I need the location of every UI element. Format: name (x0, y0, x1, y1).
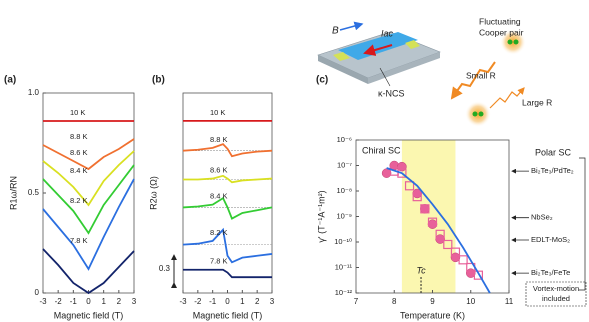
y-tick-label: 10⁻¹² (335, 288, 353, 297)
data-point (450, 247, 461, 257)
tc-label: Tc (416, 265, 426, 275)
data-point (427, 219, 438, 229)
shaded-region (401, 140, 456, 293)
series-label: 8.6 K (70, 148, 88, 157)
x-tick-label: 1 (240, 297, 245, 306)
schematic-label: κ-NCS (378, 88, 405, 98)
x-tick-label: -3 (39, 297, 47, 306)
curve (42, 248, 135, 295)
x-tick-label: 0 (86, 297, 91, 306)
x-tick-label: -1 (70, 297, 78, 306)
data-point (397, 168, 407, 178)
data-point (404, 181, 415, 191)
y-axis-label: R2ω (Ω) (148, 176, 158, 210)
x-tick-label: -2 (194, 297, 202, 306)
curve (42, 150, 135, 207)
y-axis-label: R1ω/RN (8, 176, 18, 210)
reference-label: EDLT-MoS₂ (531, 235, 570, 244)
x-tick-label: 0 (225, 297, 230, 306)
reference-label: NbSe₂ (531, 213, 553, 222)
x-tick-label: -3 (179, 297, 187, 306)
y-tick-label: 10⁻⁸ (337, 186, 352, 195)
data-point (435, 229, 445, 239)
y-tick-label: 1.0 (28, 88, 40, 97)
schematic-label: B (332, 26, 339, 37)
x-tick-label: 3 (270, 297, 275, 306)
curve (42, 178, 135, 271)
data-point (412, 192, 422, 202)
schematic-label: Large R (522, 97, 552, 107)
schematic (317, 21, 526, 127)
data-point (443, 239, 453, 250)
x-tick-label: 3 (132, 297, 137, 306)
series-label: 8.2 K (210, 228, 228, 237)
series-label: 10 K (70, 108, 85, 117)
data-point (458, 255, 468, 265)
series-label: 10 K (210, 108, 225, 117)
x-tick-label: -2 (55, 297, 63, 306)
data-point (420, 204, 430, 214)
data-point (420, 204, 430, 214)
curve (42, 138, 135, 171)
series-label: 8.8 K (70, 132, 88, 141)
curve (182, 227, 273, 264)
vortex-note: included (542, 294, 570, 303)
x-tick-label: 1 (101, 297, 106, 306)
vortex-box (525, 281, 587, 307)
y-tick-label: 10⁻⁶ (337, 135, 352, 144)
series-label: 7.8 K (210, 257, 228, 266)
schematic-label: Iac (381, 28, 394, 38)
reference-label: Bi₂Te₃/FeTe (531, 268, 570, 277)
vortex-note: Vortex-motion (533, 284, 579, 293)
x-tick-label: 8 (392, 297, 397, 306)
x-axis-label: Magnetic field (T) (54, 310, 124, 320)
series-label: 8.6 K (210, 166, 228, 175)
curve (182, 196, 273, 220)
y-tick-label: 0.5 (28, 188, 40, 197)
reference-label: Bi₂Te₃/PdTe₂ (531, 166, 574, 175)
curve (183, 268, 272, 279)
y-tick-label: 10⁻⁹ (336, 211, 352, 220)
annotation: Chiral SC (362, 145, 401, 155)
reference-bracket (579, 157, 586, 291)
x-tick-label: -1 (209, 297, 217, 306)
x-tick-label: 2 (255, 297, 260, 306)
y-axis-label: γ' (T⁻¹A⁻¹m²) (316, 190, 326, 242)
series-label: 8.4 K (70, 166, 88, 175)
y-tick-label: 10⁻¹¹ (335, 262, 353, 271)
panel-label: (a) (4, 75, 16, 86)
panel-label: (b) (152, 75, 165, 86)
series-label: 8.2 K (70, 196, 88, 205)
x-axis-label: Magnetic field (T) (193, 310, 263, 320)
y-tick-label: 0 (35, 288, 40, 297)
series-label: 8.8 K (210, 135, 228, 144)
y-tick-label: 10⁻¹⁰ (334, 237, 352, 246)
schematic-label: Small R (466, 70, 496, 80)
x-tick-label: 2 (117, 297, 122, 306)
x-tick-label: 7 (354, 297, 359, 306)
schematic-label: Fluctuating (479, 16, 521, 26)
curve (182, 143, 273, 158)
data-point (450, 252, 461, 263)
data-point (427, 217, 438, 227)
series-label: 7.8 K (70, 236, 88, 245)
scale-bar-label: 0.3 (159, 264, 171, 273)
x-tick-label: 11 (505, 297, 514, 306)
data-point (435, 234, 445, 244)
series-label: 8.4 K (210, 192, 228, 201)
panel-label: (c) (316, 75, 328, 86)
curve (42, 164, 135, 235)
curve (183, 174, 273, 184)
schematic-label: Cooper pair (479, 27, 524, 37)
reference-title: Polar SC (535, 147, 572, 157)
curve (386, 167, 491, 294)
x-tick-label: 10 (466, 297, 475, 306)
x-tick-label: 9 (430, 297, 435, 306)
data-point (473, 270, 483, 280)
x-axis-label: Temperature (K) (400, 310, 465, 320)
y-tick-label: 10⁻⁷ (337, 160, 352, 169)
